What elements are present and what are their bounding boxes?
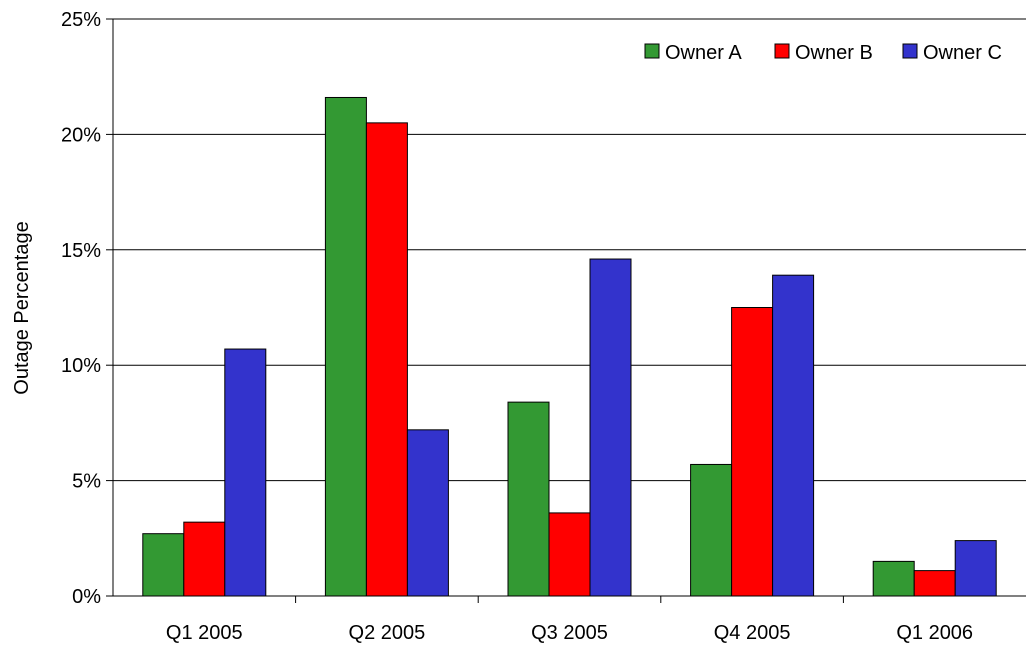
legend-label-1: Owner A — [665, 42, 742, 64]
y-tick-label-1: 5% — [72, 471, 101, 493]
legend-label-3: Owner C — [923, 42, 1002, 64]
y-tick-label-4: 20% — [61, 124, 101, 146]
x-tick-label-1: Q2 2005 — [349, 622, 426, 644]
y-tick-labels: 0% 5% 10% 15% 20% 25% — [61, 9, 101, 608]
legend-swatch-1 — [644, 43, 660, 59]
y-tick-label-0: 0% — [72, 586, 101, 608]
x-tick-label-2: Q3 2005 — [531, 622, 608, 644]
bar-owner-a-4 — [872, 560, 915, 597]
x-tick-label-4: Q1 2006 — [896, 622, 973, 644]
bar-owner-b-1 — [365, 122, 408, 597]
bar-owner-a-3 — [690, 463, 733, 597]
bar-owner-a-0 — [142, 533, 185, 597]
bar-owner-c-3 — [772, 274, 815, 597]
y-tick-label-5: 25% — [61, 9, 101, 31]
y-tick-label-3: 15% — [61, 240, 101, 262]
bar-owner-b-3 — [731, 307, 774, 597]
bar-owner-a-2 — [507, 401, 550, 597]
axes — [106, 18, 1026, 603]
legend-swatch-3 — [902, 43, 918, 59]
bar-owner-c-1 — [406, 429, 449, 597]
x-tick-labels: Q1 2005 Q2 2005 Q3 2005 Q4 2005 Q1 2006 — [166, 622, 973, 644]
bar-owner-c-4 — [954, 540, 997, 597]
x-tick-label-0: Q1 2005 — [166, 622, 243, 644]
x-tick-label-3: Q4 2005 — [714, 622, 791, 644]
bar-owner-b-4 — [913, 570, 956, 597]
bar-owner-c-2 — [589, 258, 632, 597]
bars — [142, 96, 997, 597]
legend: Owner A Owner B Owner C — [644, 42, 1002, 64]
legend-label-2: Owner B — [795, 42, 873, 64]
bar-owner-c-0 — [224, 348, 267, 597]
y-tick-label-2: 10% — [61, 355, 101, 377]
bar-owner-a-1 — [324, 96, 367, 597]
bar-owner-b-0 — [183, 521, 226, 597]
legend-swatch-2 — [774, 43, 790, 59]
bar-owner-b-2 — [548, 512, 591, 597]
y-axis-title: Outage Percentage — [11, 221, 33, 394]
